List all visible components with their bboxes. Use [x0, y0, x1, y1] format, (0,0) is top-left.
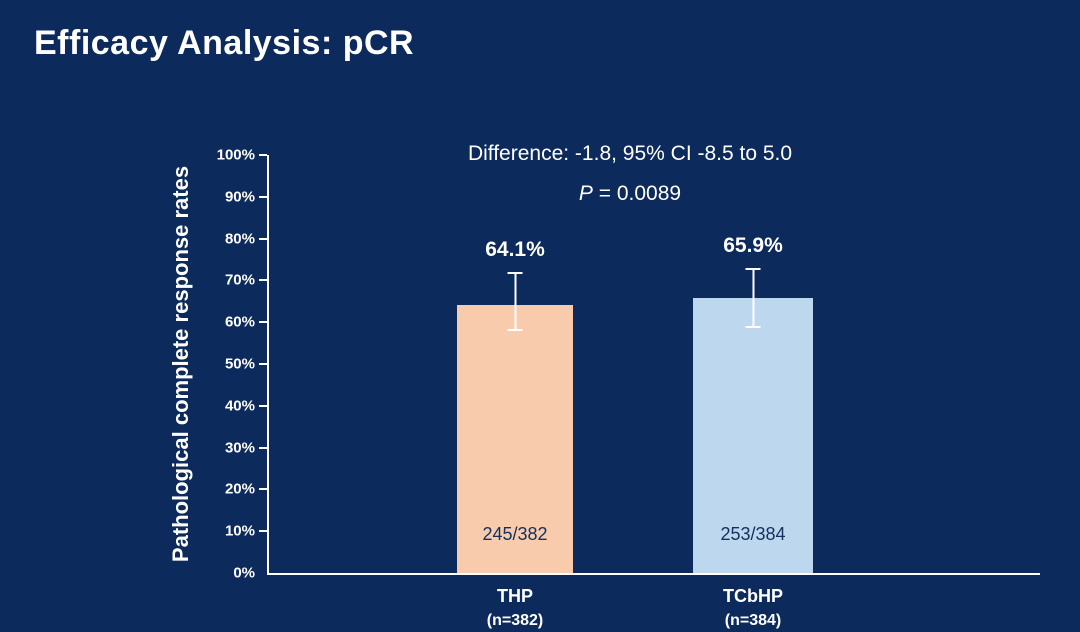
ytick-label-60: 60%: [224, 313, 255, 331]
bar-fraction-label-tcbhp: 253/384: [720, 524, 786, 544]
y-axis-tick-mark: [259, 404, 267, 407]
y-axis-tick-mark: [259, 154, 267, 156]
ytick-label-0: 0%: [233, 564, 255, 582]
ytick-label-30: 30%: [224, 439, 255, 457]
error-bar-line: [514, 272, 516, 331]
bar-group-tcbhp: 65.9% 253/384 TCbHP (n=384): [693, 155, 813, 629]
ytick-label-80: 80%: [224, 230, 255, 248]
ytick-label-70: 70%: [224, 271, 255, 289]
error-bar-cap-bottom: [745, 326, 761, 329]
x-axis-label-tcbhp: TCbHP (n=384): [693, 583, 813, 632]
plot-area: 64.1% 245/382 THP (n=382) 65.9% 253/384 …: [259, 154, 1040, 629]
ytick-label-50: 50%: [224, 355, 255, 373]
error-bar-cap-bottom: [507, 328, 523, 331]
category-n-count: (n=384): [724, 612, 782, 630]
y-axis-tick-mark: [259, 195, 267, 198]
bar-value-label-thp: 64.1%: [485, 238, 545, 262]
category-name: TCbHP: [723, 586, 783, 606]
ytick-label-100: 100%: [216, 146, 255, 164]
y-axis-tick-labels: 100% 90% 80% 70% 60% 50% 40% 30% 20% 10%…: [183, 147, 255, 582]
bar-fraction-label-thp: 245/382: [482, 524, 548, 544]
y-axis-tick-mark: [259, 321, 267, 324]
p-value: = 0.0089: [592, 182, 682, 205]
bar-tcbhp: [693, 297, 813, 573]
stat-annotation: Difference: -1.8, 95% CI -8.5 to 5.0 P =…: [240, 142, 1020, 206]
bar-value-label-tcbhp: 65.9%: [723, 233, 783, 257]
ytick-label-20: 20%: [224, 480, 255, 498]
error-bar-thp: [507, 272, 523, 331]
y-axis-tick-mark: [259, 488, 267, 491]
bar-thp: [457, 305, 573, 573]
p-value-text: P = 0.0089: [240, 182, 1020, 206]
ytick-label-90: 90%: [224, 188, 255, 206]
ytick-label-10: 10%: [224, 522, 255, 540]
error-bar-tcbhp: [745, 267, 761, 329]
p-symbol: P: [578, 182, 593, 205]
ytick-label-40: 40%: [224, 397, 255, 415]
category-name: THP: [497, 586, 533, 606]
x-axis-label-thp: THP (n=382): [457, 583, 573, 632]
category-n-count: (n=382): [486, 612, 544, 630]
y-axis-tick-mark: [259, 237, 267, 240]
bar-group-thp: 64.1% 245/382 THP (n=382): [457, 155, 573, 629]
slide-title: Efficacy Analysis: pCR: [34, 24, 415, 62]
y-axis-tick-mark: [259, 530, 267, 533]
error-bar-line: [752, 267, 754, 329]
y-axis-tick-mark: [259, 363, 267, 365]
difference-ci-text: Difference: -1.8, 95% CI -8.5 to 5.0: [467, 142, 793, 165]
y-axis-tick-mark: [259, 446, 267, 449]
y-axis-tick-mark: [259, 279, 267, 282]
